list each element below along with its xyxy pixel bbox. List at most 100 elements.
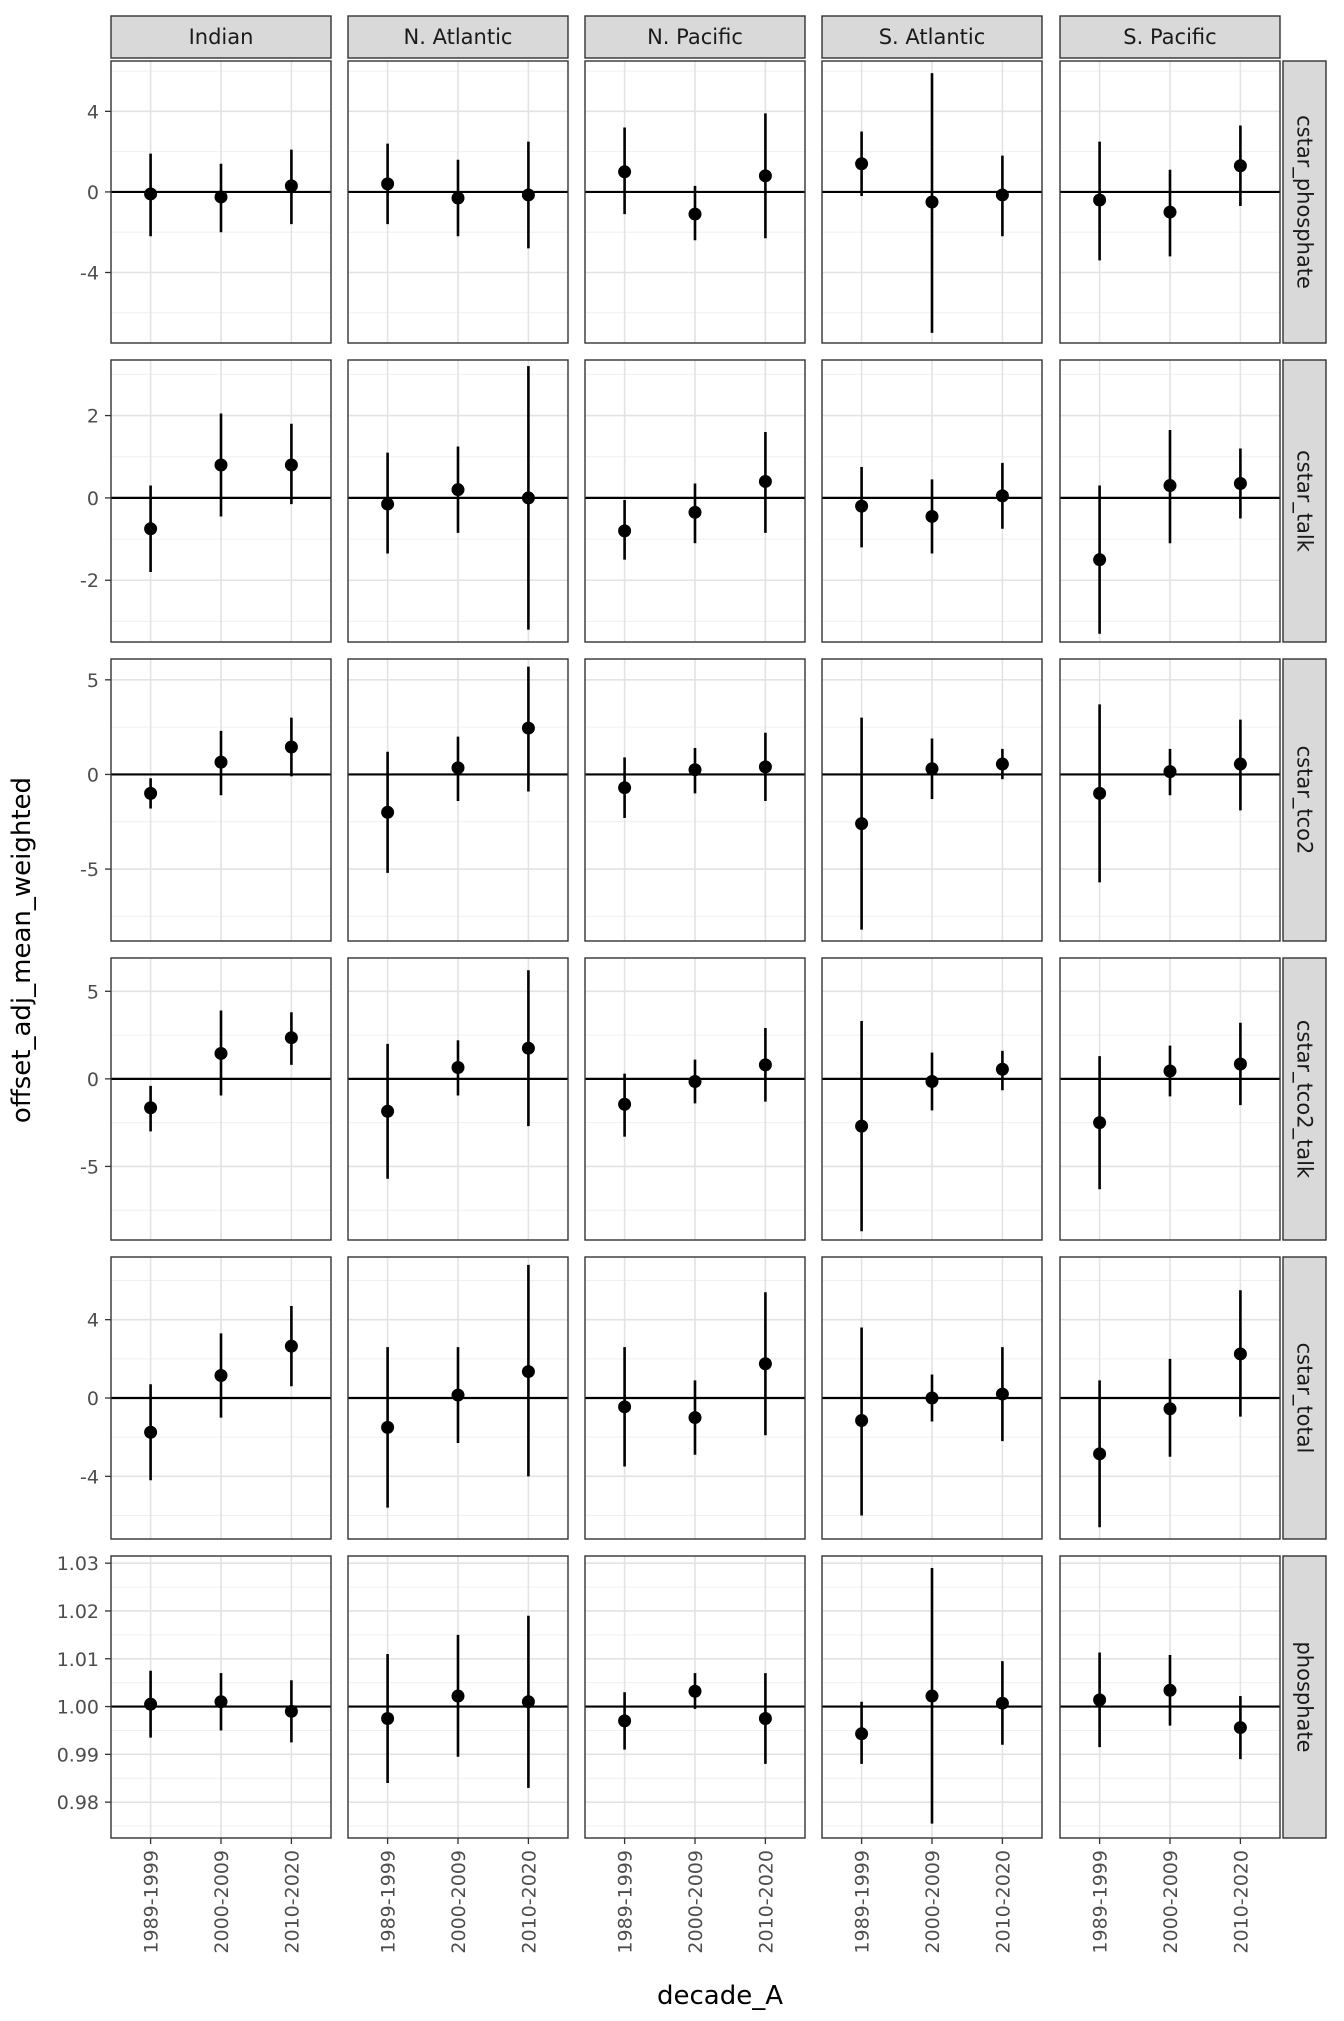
x-tick-label: 2000-2009 — [1160, 1850, 1182, 1954]
data-point — [758, 1712, 772, 1726]
column-strip-indian: Indian — [110, 15, 332, 59]
data-point — [995, 188, 1009, 202]
panel-cstar-tco2-n-pacific — [584, 658, 806, 942]
panel-cstar-total-s-atlantic — [821, 1256, 1043, 1540]
data-point — [144, 1425, 158, 1439]
data-point — [758, 760, 772, 774]
data-point — [381, 1104, 395, 1118]
data-point — [618, 1097, 632, 1111]
data-point — [1093, 786, 1107, 800]
panel-border — [584, 1256, 806, 1540]
panel-cstar-tco2-talk-s-pacific — [1059, 957, 1281, 1241]
y-tick-label: 5 — [87, 981, 99, 1003]
data-point — [855, 817, 869, 831]
data-point — [214, 1046, 228, 1060]
data-point — [758, 1058, 772, 1072]
x-tick-label: 2010-2020 — [992, 1850, 1014, 1954]
panel-cstar-talk-n-atlantic — [347, 359, 569, 643]
panel-phosphate-indian — [110, 1555, 332, 1839]
panel-phosphate-s-pacific — [1059, 1555, 1281, 1839]
data-point — [451, 761, 465, 775]
panel-border — [1059, 60, 1281, 344]
panel-cstar-phosphate-s-atlantic — [821, 60, 1043, 344]
column-strip-label: S. Pacific — [1123, 25, 1216, 49]
x-tick-label: 2000-2009 — [922, 1850, 944, 1954]
x-tick-label: 2010-2020 — [281, 1850, 303, 1954]
data-point — [1163, 479, 1177, 493]
data-point — [995, 489, 1009, 503]
data-point — [618, 1400, 632, 1414]
panel-cstar-tco2-talk-n-atlantic — [347, 957, 569, 1241]
data-point — [1233, 1347, 1247, 1361]
data-point — [1233, 757, 1247, 771]
data-point — [618, 165, 632, 179]
panel-border — [347, 359, 569, 643]
panel-cstar-tco2-indian — [110, 658, 332, 942]
row-strip-box — [1282, 359, 1327, 643]
data-point — [284, 179, 298, 193]
row-strip-phosphate: phosphate — [1282, 1555, 1327, 1839]
data-point — [855, 157, 869, 171]
data-point — [144, 1697, 158, 1711]
panel-cstar-tco2-s-pacific — [1059, 658, 1281, 942]
data-point — [284, 1031, 298, 1045]
panel-border — [821, 1256, 1043, 1540]
data-point — [855, 499, 869, 513]
panel-border — [821, 60, 1043, 344]
panel-border — [110, 957, 332, 1241]
y-tick-label: 0 — [87, 488, 99, 510]
data-point — [1233, 1721, 1247, 1735]
column-strip-box — [1059, 15, 1281, 59]
data-point — [144, 1101, 158, 1115]
row-strip-box — [1282, 1555, 1327, 1839]
data-point — [521, 1365, 535, 1379]
row-strip-box — [1282, 658, 1327, 942]
data-point — [1093, 1116, 1107, 1130]
data-point — [688, 1411, 702, 1425]
y-tick-label: 0 — [87, 1388, 99, 1410]
data-point — [925, 1391, 939, 1405]
row-strip-cstar-tco2: cstar_tco2 — [1282, 658, 1327, 942]
y-tick-label: 1.03 — [57, 1553, 99, 1575]
x-tick-label: 1989-1999 — [141, 1850, 163, 1954]
panel-cstar-tco2-talk-indian — [110, 957, 332, 1241]
panel-border — [347, 1256, 569, 1540]
data-point — [381, 1420, 395, 1434]
panel-border — [347, 60, 569, 344]
data-point — [925, 1689, 939, 1703]
y-tick-label: 1.00 — [57, 1697, 99, 1719]
data-point — [1163, 205, 1177, 219]
data-point — [618, 781, 632, 795]
data-point — [284, 1704, 298, 1718]
column-strip-box — [110, 15, 332, 59]
row-strip-cstar-tco2-talk: cstar_tco2_talk — [1282, 957, 1327, 1241]
panels-layer: Indian N. Atlantic N. Pacific S. Atlantic S.… — [57, 15, 1327, 1954]
row-strip-box — [1282, 1256, 1327, 1540]
row-strip-label: cstar_total — [1292, 1343, 1317, 1454]
data-point — [758, 474, 772, 488]
data-point — [1233, 159, 1247, 173]
x-tick-label: 2010-2020 — [755, 1850, 777, 1954]
panel-cstar-total-s-pacific — [1059, 1256, 1281, 1540]
panel-border — [110, 359, 332, 643]
data-point — [758, 169, 772, 183]
data-point — [925, 1074, 939, 1088]
x-tick-label: 2010-2020 — [518, 1850, 540, 1954]
panel-cstar-phosphate-n-atlantic — [347, 60, 569, 344]
panel-cstar-tco2-talk-n-pacific — [584, 957, 806, 1241]
panel-cstar-tco2-s-atlantic — [821, 658, 1043, 942]
panel-border — [110, 60, 332, 344]
panel-border — [821, 359, 1043, 643]
data-point — [688, 1074, 702, 1088]
data-point — [688, 1684, 702, 1698]
data-point — [451, 1388, 465, 1402]
panel-border — [1059, 359, 1281, 643]
data-point — [381, 1712, 395, 1726]
data-point — [284, 740, 298, 754]
data-point — [284, 1339, 298, 1353]
data-point — [381, 177, 395, 191]
x-tick-label: 2000-2009 — [448, 1850, 470, 1954]
panel-border — [110, 658, 332, 942]
data-point — [214, 1695, 228, 1709]
